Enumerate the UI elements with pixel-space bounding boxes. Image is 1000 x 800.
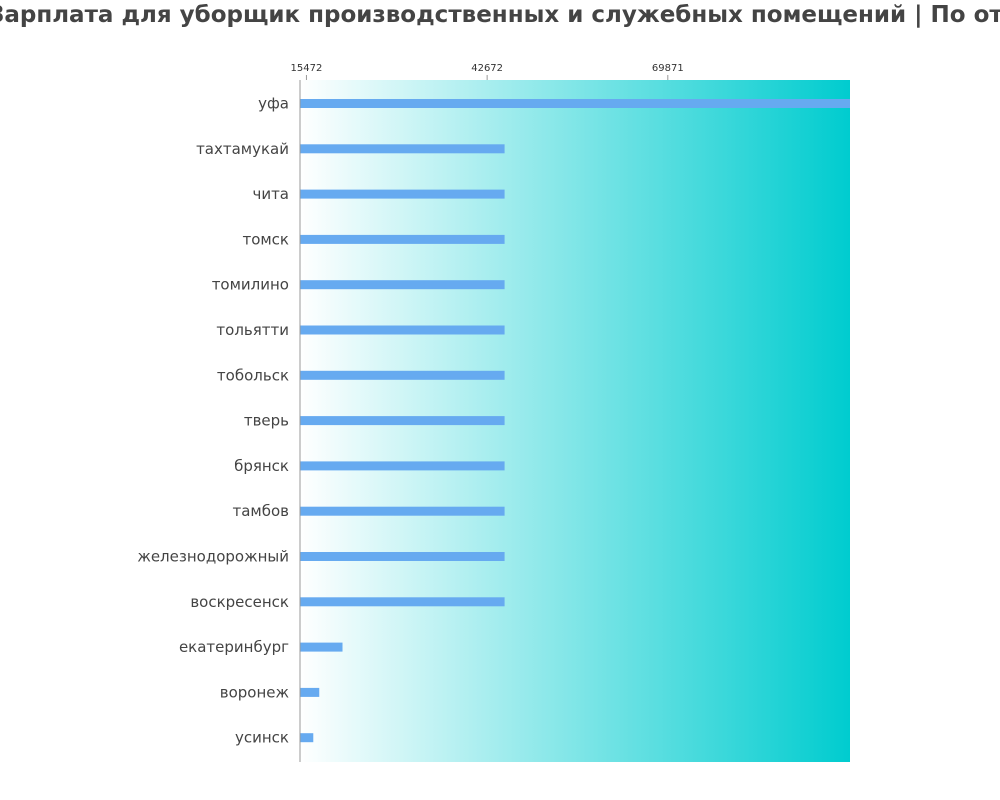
category-label: усинск — [235, 729, 289, 747]
category-label: екатеринбург — [179, 638, 289, 656]
category-label: воскресенск — [190, 593, 289, 611]
bar — [300, 642, 343, 652]
category-label: томск — [242, 230, 289, 248]
category-label: тверь — [244, 412, 289, 430]
category-label: уфа — [258, 95, 289, 113]
x-tick-label: 42672 — [471, 63, 503, 74]
category-label: воронеж — [220, 683, 289, 701]
bar — [300, 552, 505, 561]
bar — [300, 99, 850, 108]
category-label: томилино — [212, 276, 289, 294]
bar — [300, 733, 314, 743]
category-label: железнодорожный — [137, 548, 289, 566]
chart-title: Зарплата для уборщик производственных и … — [0, 0, 1000, 32]
category-label: брянск — [234, 457, 289, 475]
bar — [300, 416, 505, 426]
bar — [300, 189, 505, 199]
bar — [300, 280, 505, 290]
bar — [300, 370, 505, 380]
bar — [300, 144, 505, 154]
x-tick-label: 15472 — [291, 63, 323, 74]
chart-title-text: Зарплата для уборщик производственных и … — [0, 2, 1000, 28]
category-label: тахтамукай — [196, 140, 289, 158]
category-axis: уфа тахтамукай чита томск томилино тольятти то… — [137, 95, 289, 747]
bar — [300, 325, 505, 335]
bar — [300, 234, 505, 244]
bar — [300, 461, 505, 471]
bar — [300, 506, 505, 516]
x-axis: 15472 42672 69871 — [291, 63, 684, 80]
category-label: чита — [252, 185, 289, 203]
bars — [300, 99, 850, 743]
bar — [300, 597, 505, 607]
category-label: тольятти — [216, 321, 289, 339]
x-tick-label: 69871 — [652, 63, 684, 74]
category-label: тобольск — [217, 366, 289, 384]
bar — [300, 687, 320, 697]
category-label: тамбов — [232, 502, 289, 520]
